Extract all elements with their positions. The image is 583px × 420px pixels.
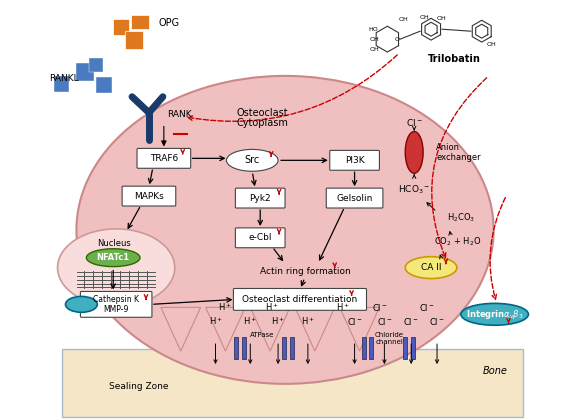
Text: H$^+$: H$^+$ xyxy=(219,302,233,313)
Text: RANK: RANK xyxy=(167,110,191,119)
Text: Pyk2: Pyk2 xyxy=(250,194,271,202)
Bar xyxy=(113,19,129,35)
FancyBboxPatch shape xyxy=(80,291,152,317)
Text: Nucleus: Nucleus xyxy=(97,239,131,248)
Text: H$^+$: H$^+$ xyxy=(265,302,279,313)
Text: OPG: OPG xyxy=(159,18,180,28)
Text: Anion
exchanger: Anion exchanger xyxy=(436,143,480,162)
Bar xyxy=(234,337,238,359)
Ellipse shape xyxy=(405,257,457,278)
Bar xyxy=(290,337,294,359)
FancyBboxPatch shape xyxy=(330,150,380,170)
Text: OH: OH xyxy=(370,47,380,52)
Text: Src: Src xyxy=(245,155,260,165)
Text: HO: HO xyxy=(368,27,378,31)
Text: Cl$^-$: Cl$^-$ xyxy=(419,302,435,313)
Ellipse shape xyxy=(405,131,423,173)
Polygon shape xyxy=(161,307,201,351)
Ellipse shape xyxy=(461,303,528,325)
Text: Cl$^-$: Cl$^-$ xyxy=(403,316,419,327)
Text: Cl$^-$: Cl$^-$ xyxy=(377,316,392,327)
Text: Cytoplasm: Cytoplasm xyxy=(236,118,288,128)
Text: OH: OH xyxy=(436,16,446,21)
Text: H$^+$: H$^+$ xyxy=(301,315,315,327)
Text: OH: OH xyxy=(398,17,408,22)
Bar xyxy=(403,337,408,359)
Bar xyxy=(411,337,415,359)
Text: Integrin$\alpha_v\beta_3$: Integrin$\alpha_v\beta_3$ xyxy=(466,308,524,321)
FancyBboxPatch shape xyxy=(233,289,367,310)
Bar xyxy=(131,15,149,29)
FancyBboxPatch shape xyxy=(236,188,285,208)
Text: TRAF6: TRAF6 xyxy=(150,154,178,163)
Bar xyxy=(282,337,286,359)
Text: H$^+$: H$^+$ xyxy=(243,315,257,327)
Text: RANKL: RANKL xyxy=(50,74,79,83)
Text: Sealing Zone: Sealing Zone xyxy=(109,382,168,391)
Bar xyxy=(76,63,94,81)
Text: H$_2$CO$_3$: H$_2$CO$_3$ xyxy=(447,212,475,224)
Text: NFATc1: NFATc1 xyxy=(97,253,130,262)
Text: CO$_2$ + H$_2$O: CO$_2$ + H$_2$O xyxy=(434,236,482,248)
FancyBboxPatch shape xyxy=(326,188,383,208)
Text: e-Cbl: e-Cbl xyxy=(248,234,272,242)
Text: H$^+$: H$^+$ xyxy=(209,315,223,327)
Text: OH: OH xyxy=(419,15,429,20)
Text: Chloride
channel: Chloride channel xyxy=(375,332,404,345)
Ellipse shape xyxy=(58,229,175,306)
Ellipse shape xyxy=(86,249,140,267)
Ellipse shape xyxy=(226,150,278,171)
Text: CA II: CA II xyxy=(421,263,441,272)
Bar xyxy=(243,337,246,359)
Text: Cl$^-$: Cl$^-$ xyxy=(347,316,363,327)
FancyBboxPatch shape xyxy=(122,186,175,206)
Text: MAPKs: MAPKs xyxy=(134,192,164,201)
Polygon shape xyxy=(206,307,245,351)
Text: Cl$^-$: Cl$^-$ xyxy=(429,316,445,327)
Ellipse shape xyxy=(65,297,97,312)
Ellipse shape xyxy=(76,76,494,384)
Text: Actin ring formation: Actin ring formation xyxy=(259,267,350,276)
Text: Osteoclast: Osteoclast xyxy=(236,108,288,118)
Text: Osteoclast differentiation: Osteoclast differentiation xyxy=(243,295,357,304)
Text: H$^+$: H$^+$ xyxy=(336,302,350,313)
Text: PI3K: PI3K xyxy=(345,156,364,165)
Bar xyxy=(89,58,103,72)
FancyBboxPatch shape xyxy=(137,148,191,168)
Text: HCO$_3$$^-$: HCO$_3$$^-$ xyxy=(398,184,430,197)
Bar xyxy=(125,31,143,49)
Polygon shape xyxy=(62,349,524,417)
Polygon shape xyxy=(295,307,335,351)
Text: Cl$^-$: Cl$^-$ xyxy=(371,302,387,313)
Text: Bone: Bone xyxy=(483,366,508,376)
Text: OH: OH xyxy=(370,37,380,42)
Text: Gelsolin: Gelsolin xyxy=(336,194,373,202)
Text: Cl$^-$: Cl$^-$ xyxy=(406,117,423,128)
Text: ATPase: ATPase xyxy=(250,332,275,338)
Text: H$^+$: H$^+$ xyxy=(271,315,285,327)
Polygon shape xyxy=(250,307,290,351)
Bar xyxy=(361,337,366,359)
FancyBboxPatch shape xyxy=(236,228,285,248)
Polygon shape xyxy=(340,307,380,351)
Text: OH: OH xyxy=(487,42,497,47)
Bar xyxy=(54,76,69,92)
Bar xyxy=(370,337,374,359)
Bar xyxy=(96,77,112,93)
Text: Cathepsin K
MMP-9: Cathepsin K MMP-9 xyxy=(93,295,139,314)
Text: Trilobatin: Trilobatin xyxy=(427,54,480,64)
Text: O: O xyxy=(395,37,400,42)
